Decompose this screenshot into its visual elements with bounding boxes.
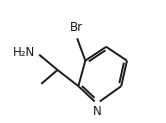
Text: N: N xyxy=(92,105,101,118)
Text: H₂N: H₂N xyxy=(13,46,36,59)
Text: Br: Br xyxy=(70,21,83,34)
